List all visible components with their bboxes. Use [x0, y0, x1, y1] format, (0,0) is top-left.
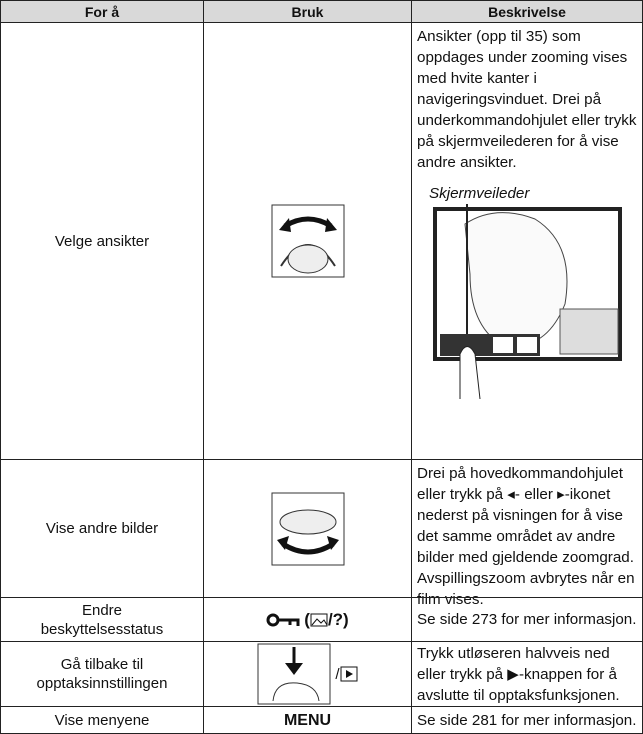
- key-icon: [266, 613, 300, 626]
- description: Se side 281 for mer informasjon.: [417, 711, 637, 729]
- action: Vise menyene: [54, 711, 150, 729]
- description-cell: Trykk utløseren halvveis ned eller trykk…: [411, 641, 643, 707]
- image-icon: [310, 613, 328, 626]
- action: Gå tilbake til opptaksinnstillingen: [36, 656, 168, 692]
- description-cell: Ansikter (opp til 35) som oppdages under…: [411, 22, 643, 460]
- usage-cell: MENU: [203, 706, 412, 734]
- callout: Skjermveileder: [429, 185, 530, 202]
- description: Se side 273 for mer informasjon.: [417, 611, 637, 628]
- header-cell: Beskrivelse: [411, 0, 643, 23]
- description: Drei på hovedkommandohjulet eller trykk …: [417, 465, 635, 608]
- description-cell: Se side 281 for mer informasjon.: [411, 706, 643, 734]
- action: Endre beskyttelsesstatus: [40, 601, 164, 638]
- usage-cell: [203, 22, 412, 460]
- monitor-illustration: [433, 204, 622, 400]
- usage-cell: [203, 459, 412, 598]
- usage-cell: ( /?): [203, 597, 412, 642]
- action-cell: Vise menyene: [0, 706, 204, 734]
- action: Vise andre bilder: [45, 520, 159, 537]
- action-cell: Endre beskyttelsesstatus: [0, 597, 204, 642]
- header-cell: Bruk: [203, 0, 412, 23]
- description-cell: Drei på hovedkommandohjulet eller trykk …: [411, 459, 643, 608]
- header-cell: For å: [0, 0, 204, 23]
- description: Ansikter (opp til 35) som oppdages under…: [417, 28, 637, 171]
- usage: /: [335, 665, 340, 683]
- description: Trykk utløseren halvveis ned eller trykk…: [417, 644, 620, 704]
- play-icon: [340, 666, 358, 682]
- action: Velge ansikter: [54, 232, 150, 250]
- action-cell: Gå tilbake til opptaksinnstillingen: [0, 641, 204, 707]
- usage: (: [304, 610, 310, 629]
- usage: /?): [327, 610, 349, 629]
- action-cell: Vise andre bilder: [0, 459, 204, 598]
- action-cell: Velge ansikter: [0, 22, 204, 460]
- main-dial-icon: [271, 492, 344, 565]
- description-cell: Se side 273 for mer informasjon.: [411, 597, 643, 642]
- usage: MENU: [283, 711, 332, 729]
- sub-dial-icon: [271, 204, 344, 278]
- usage-cell: /: [203, 641, 412, 707]
- shutter-icon: [257, 643, 331, 705]
